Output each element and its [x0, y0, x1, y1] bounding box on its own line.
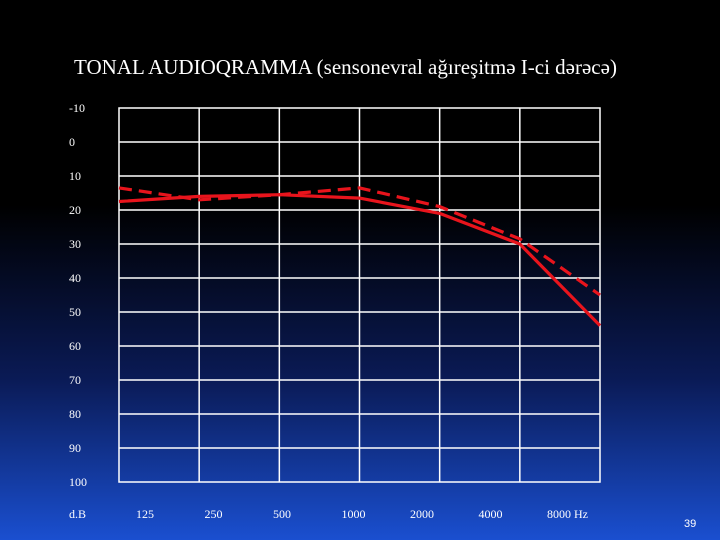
- y-tick-label: 70: [69, 373, 81, 387]
- x-tick-label: 125: [136, 507, 154, 521]
- series-line-dashed: [118, 186, 601, 297]
- series-lines: [118, 186, 602, 327]
- y-tick-label: 60: [69, 339, 81, 353]
- x-tick-label: 8000 Hz: [547, 507, 588, 521]
- page-number: 39: [684, 518, 697, 530]
- y-tick-label: 20: [69, 203, 81, 217]
- slide-title: TONAL AUDIOQRAMMA (sensonevral ağıreşitm…: [74, 55, 617, 79]
- y-tick-label: 10: [69, 169, 81, 183]
- x-tick-label: 500: [273, 507, 291, 521]
- y-tick-label: 30: [69, 237, 81, 251]
- y-tick-label: 80: [69, 407, 81, 421]
- y-tick-label: 90: [69, 441, 81, 455]
- x-tick-label: d.B: [69, 507, 86, 521]
- y-tick-label: 0: [69, 135, 75, 149]
- x-tick-label: 2000: [410, 507, 434, 521]
- x-tick-label: 1000: [342, 507, 366, 521]
- y-tick-label: -10: [69, 101, 85, 115]
- series-line-solid: [118, 193, 602, 327]
- x-tick-label: 250: [205, 507, 223, 521]
- y-tick-label: 100: [69, 475, 87, 489]
- x-tick-label: 4000: [479, 507, 503, 521]
- y-axis-ticks: -10 0 10 20 30 40 50 60 70 80 90 100: [69, 101, 87, 489]
- x-axis-ticks: d.B 125 250 500 1000 2000 4000 8000 Hz: [69, 507, 588, 521]
- y-tick-label: 50: [69, 305, 81, 319]
- grid: [119, 108, 600, 482]
- y-tick-label: 40: [69, 271, 81, 285]
